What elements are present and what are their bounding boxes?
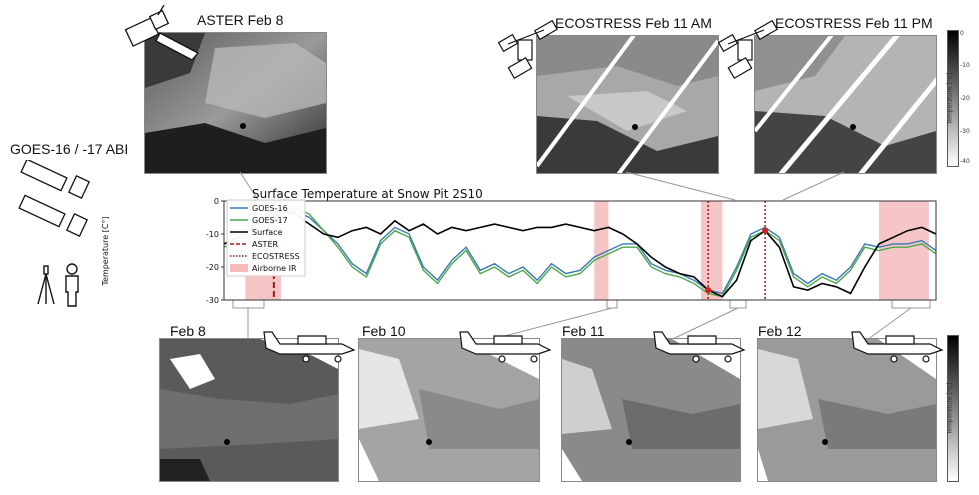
ecostress-pm-label: ECOSTRESS Feb 11 PM [775, 15, 933, 31]
legend-label-aster: ASTER [252, 240, 278, 249]
airborne-feb11-image [561, 338, 741, 482]
y-tick-label-0: 0 [214, 197, 219, 206]
colorbar-tick-4: -40 [960, 158, 970, 165]
colorbar-tick-3: -30 [960, 128, 970, 135]
airplane-feb8-icon [263, 331, 356, 363]
feb8-label: Feb 8 [170, 323, 206, 339]
legend-swatch-airborne-ir [230, 264, 248, 272]
airplane-feb12-icon [851, 331, 944, 363]
chart-title: Surface Temperature at Snow Pit 2S10 [252, 187, 483, 201]
aster-image [144, 32, 327, 174]
series-line-goes-16 [223, 210, 937, 295]
ecostress-am-image [536, 35, 719, 174]
legend-box [226, 199, 306, 277]
colorbar-tick-0: 0 [960, 30, 964, 37]
airborne-feb8-image [159, 338, 339, 482]
series-line-goes-17 [223, 206, 937, 298]
legend-label-ecostress: ECOSTRESS [252, 252, 300, 261]
airborne-ir-band-1 [594, 201, 609, 300]
aster-label: ASTER Feb 8 [197, 12, 284, 28]
ecostress-pm-image [754, 35, 937, 174]
goes-label: GOES-16 / -17 ABI [10, 141, 129, 157]
ecostress-pm-satellite-icon [718, 20, 778, 80]
aster-satellite-icon [124, 5, 200, 60]
feb12-label: Feb 12 [758, 323, 802, 339]
y-axis-label: Temperature [C°] [101, 216, 110, 286]
airborne-feb10-image [358, 338, 540, 482]
airborne-ir-band-3 [879, 201, 929, 300]
feb10-label: Feb 10 [362, 323, 406, 339]
goes-satellite-icon [18, 160, 91, 237]
y-tick-label-2: -20 [206, 263, 219, 272]
airplane-feb10-icon [459, 331, 552, 363]
airborne-ir-band-2 [701, 201, 723, 300]
legend-label-goes-17: GOES-17 [252, 216, 288, 225]
legend-label-airborne-ir: Airborne IR [252, 264, 297, 273]
series-line-surface [223, 210, 937, 298]
colorbar-tick-1: -10 [960, 62, 970, 69]
ecostress-am-label: ECOSTRESS Feb 11 AM [555, 15, 712, 31]
colorbar-bottom [947, 335, 959, 482]
y-tick-label-1: -10 [206, 230, 219, 239]
plot-frame [223, 200, 937, 301]
colorbar-top [947, 30, 959, 167]
airplane-feb11-icon [653, 331, 746, 363]
colorbar-tick-2: -20 [960, 95, 970, 102]
overpass-marker-1 [705, 287, 712, 294]
tripod-person-icon [37, 263, 79, 307]
y-tick-label-3: -30 [206, 296, 219, 305]
temperature-chart: 0 -10 -20 -30 Temperature [C°] GOES-16 GOES-… [101, 197, 937, 305]
legend-label-surface: Surface [252, 228, 283, 237]
ecostress-am-satellite-icon [498, 20, 558, 80]
legend-label-goes-16: GOES-16 [252, 204, 288, 213]
airborne-feb12-image [757, 338, 937, 482]
overpass-marker-2 [762, 227, 769, 234]
feb11-label: Feb 11 [562, 323, 605, 339]
